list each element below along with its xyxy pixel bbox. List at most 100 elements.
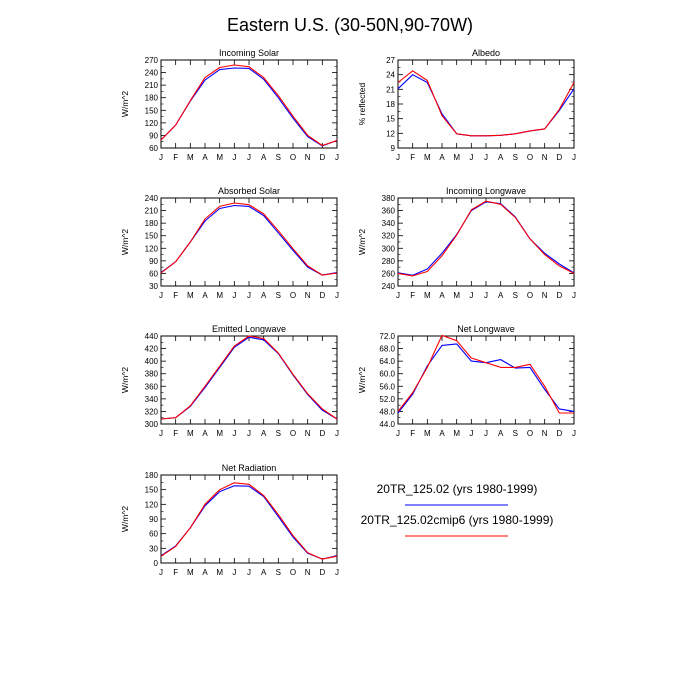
y-tick-label: 90: [149, 131, 158, 140]
y-tick-label: 240: [145, 194, 159, 203]
x-tick-label: J: [335, 291, 339, 300]
panel-title-albedo: Albedo: [472, 48, 500, 58]
series-line-run1: [397, 74, 575, 137]
x-tick-label: N: [305, 568, 311, 577]
y-axis-label: W/m^2: [120, 367, 130, 393]
series-line-run2: [397, 70, 575, 137]
y-axis-label: W/m^2: [357, 367, 367, 393]
y-axis-label: W/m^2: [120, 91, 130, 117]
y-tick-label: 440: [145, 332, 159, 341]
x-tick-label: M: [453, 153, 460, 162]
x-tick-label: D: [319, 291, 325, 300]
x-tick-label: J: [232, 153, 236, 162]
y-tick-label: 340: [145, 395, 159, 404]
panel-title-emitted-longwave: Emitted Longwave: [212, 324, 286, 334]
y-tick-label: 120: [145, 244, 159, 253]
x-tick-label: J: [484, 291, 488, 300]
y-tick-label: 180: [145, 471, 159, 480]
x-tick-label: N: [542, 153, 548, 162]
x-tick-label: J: [159, 429, 163, 438]
x-tick-label: N: [305, 429, 311, 438]
y-tick-label: 52.0: [379, 395, 395, 404]
x-tick-label: D: [556, 153, 562, 162]
x-tick-label: A: [261, 153, 267, 162]
series-line-run1: [160, 204, 338, 276]
y-tick-label: 180: [145, 219, 159, 228]
x-tick-label: M: [424, 153, 431, 162]
x-tick-label: M: [216, 291, 223, 300]
x-tick-label: S: [276, 291, 281, 300]
x-tick-label: J: [396, 429, 400, 438]
plot-frame: [160, 59, 338, 149]
x-tick-label: N: [542, 291, 548, 300]
x-tick-label: F: [173, 568, 178, 577]
x-tick-label: J: [469, 429, 473, 438]
x-tick-label: O: [527, 429, 533, 438]
x-tick-label: J: [247, 291, 251, 300]
x-tick-label: M: [187, 153, 194, 162]
y-tick-label: 240: [382, 282, 396, 291]
y-tick-label: 12: [386, 129, 395, 138]
x-tick-label: J: [396, 153, 400, 162]
y-tick-label: 64.0: [379, 357, 395, 366]
x-tick-label: N: [305, 153, 311, 162]
x-tick-label: J: [469, 291, 473, 300]
x-tick-label: J: [247, 429, 251, 438]
x-tick-label: J: [469, 153, 473, 162]
x-tick-label: O: [527, 291, 533, 300]
y-tick-label: 21: [386, 85, 395, 94]
y-tick-label: 60: [149, 144, 158, 153]
x-tick-label: D: [556, 429, 562, 438]
x-tick-label: M: [453, 429, 460, 438]
y-tick-label: 150: [145, 232, 159, 241]
x-tick-label: S: [513, 291, 518, 300]
y-tick-label: 48.0: [379, 407, 395, 416]
y-tick-label: 260: [382, 269, 396, 278]
x-tick-label: A: [439, 291, 445, 300]
x-tick-label: F: [173, 291, 178, 300]
series-line-run2: [160, 202, 338, 276]
y-tick-label: 340: [382, 219, 396, 228]
x-tick-label: A: [202, 568, 208, 577]
x-tick-label: M: [424, 291, 431, 300]
y-tick-label: 15: [386, 115, 395, 124]
series-line-run1: [160, 485, 338, 560]
series-line-run2: [397, 200, 575, 277]
x-tick-label: A: [261, 291, 267, 300]
y-tick-label: 9: [391, 144, 396, 153]
y-tick-label: 240: [145, 69, 159, 78]
panel-title-net-radiation: Net Radiation: [222, 463, 277, 473]
y-tick-label: 280: [382, 257, 396, 266]
x-tick-label: A: [439, 153, 445, 162]
y-tick-label: 18: [386, 100, 395, 109]
plot-frame: [160, 474, 338, 564]
x-tick-label: A: [202, 429, 208, 438]
panel-title-net-longwave: Net Longwave: [457, 324, 515, 334]
x-tick-label: J: [572, 429, 576, 438]
x-tick-label: J: [232, 568, 236, 577]
series-line-run2: [160, 335, 338, 420]
series-line-run2: [397, 334, 574, 414]
y-tick-label: 150: [145, 106, 159, 115]
x-tick-label: S: [276, 568, 281, 577]
x-tick-label: D: [319, 153, 325, 162]
y-tick-label: 90: [149, 257, 158, 266]
y-tick-label: 360: [145, 382, 159, 391]
plot-frame: [397, 335, 575, 425]
x-tick-label: N: [542, 429, 548, 438]
y-axis-label: W/m^2: [357, 229, 367, 255]
y-tick-label: 24: [386, 71, 395, 80]
panel-title-incoming-longwave: Incoming Longwave: [446, 186, 526, 196]
y-axis-label: W/m^2: [120, 229, 130, 255]
y-tick-label: 210: [145, 207, 159, 216]
series-line-run1: [397, 201, 575, 276]
y-tick-label: 0: [154, 559, 159, 568]
series-line-run1: [160, 336, 338, 420]
x-tick-label: F: [410, 291, 415, 300]
x-tick-label: O: [290, 153, 296, 162]
series-line-run2: [160, 482, 338, 560]
x-tick-label: O: [290, 568, 296, 577]
series-line-run1: [160, 67, 338, 147]
